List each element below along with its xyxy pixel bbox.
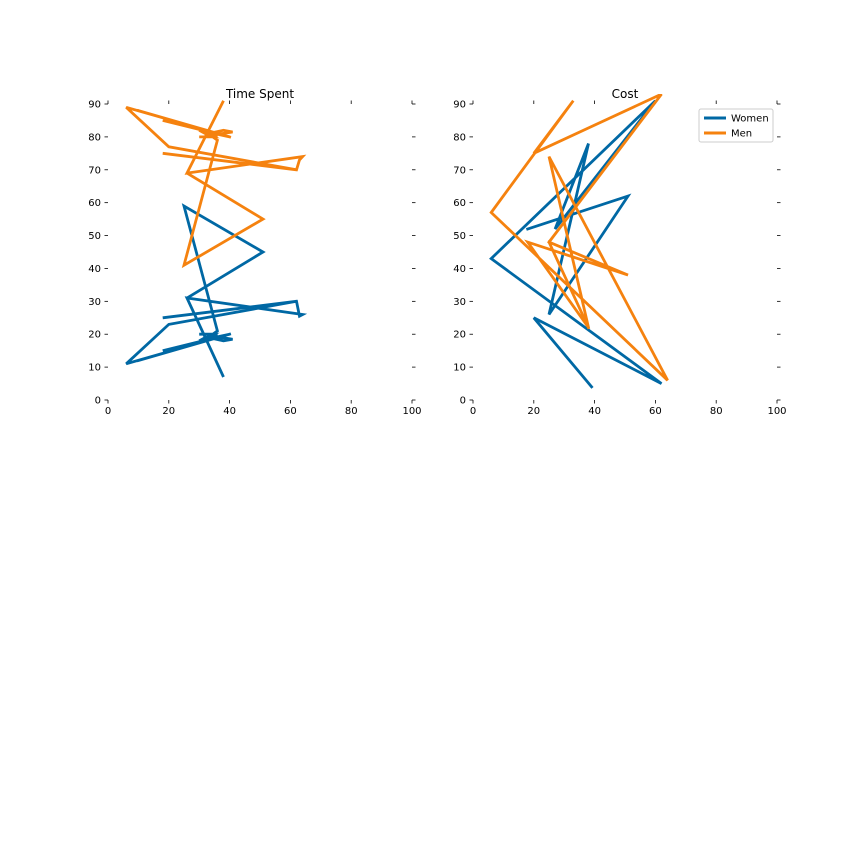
x-tick-label: 80 — [710, 406, 723, 417]
y-tick-label: 20 — [88, 330, 101, 341]
chart-time-spent: Time Spent 0 20 40 60 80 100 0 10 20 30 40 50 60 70 80… — [88, 87, 421, 417]
legend-label-men: Men — [731, 129, 752, 140]
x-tick-label: 80 — [345, 406, 358, 417]
x-tick-label: 100 — [402, 406, 421, 417]
chart-title: Time Spent — [225, 87, 294, 101]
y-tick-label: 30 — [453, 297, 466, 308]
y-tick-label: 10 — [88, 363, 101, 374]
x-tick-label: 100 — [767, 406, 786, 417]
x-tick-label: 60 — [649, 406, 662, 417]
y-tick-label: 40 — [88, 264, 101, 275]
y-tick-label: 10 — [453, 363, 466, 374]
x-tick-label: 0 — [105, 406, 111, 417]
y-tick-label: 30 — [88, 297, 101, 308]
chart-title: Cost — [612, 87, 639, 101]
y-tick-label: 60 — [88, 198, 101, 209]
y-tick-label: 0 — [460, 396, 466, 407]
axis-ticks: 0 20 40 60 80 100 0 10 20 30 40 50 60 70 80 90 — [88, 100, 421, 418]
y-tick-label: 80 — [88, 132, 101, 143]
legend: Women Men — [698, 108, 774, 143]
y-tick-label: 40 — [453, 264, 466, 275]
x-tick-label: 0 — [470, 406, 476, 417]
chart-cost: Cost 0 20 40 60 80 100 0 10 20 30 40 50 60 70 80 90 Wom… — [453, 87, 786, 417]
y-tick-label: 0 — [95, 396, 101, 407]
y-tick-label: 90 — [453, 100, 466, 111]
y-tick-label: 60 — [453, 198, 466, 209]
y-tick-label: 90 — [88, 100, 101, 111]
x-tick-label: 60 — [284, 406, 297, 417]
x-tick-label: 40 — [223, 406, 236, 417]
y-tick-label: 20 — [453, 330, 466, 341]
axis-ticks: 0 20 40 60 80 100 0 10 20 30 40 50 60 70 80 90 — [453, 100, 786, 418]
series-line-men — [489, 94, 669, 382]
series-line-women — [489, 99, 663, 389]
y-tick-label: 50 — [88, 231, 101, 242]
series-group — [125, 100, 308, 378]
series-group — [489, 94, 669, 389]
x-tick-label: 40 — [588, 406, 601, 417]
x-tick-label: 20 — [162, 406, 175, 417]
y-tick-label: 70 — [453, 165, 466, 176]
y-tick-label: 70 — [88, 165, 101, 176]
x-tick-label: 20 — [527, 406, 540, 417]
y-tick-label: 80 — [453, 132, 466, 143]
series-line-women — [125, 203, 308, 378]
legend-label-women: Women — [731, 114, 769, 125]
y-tick-label: 50 — [453, 231, 466, 242]
series-line-men — [125, 100, 307, 269]
